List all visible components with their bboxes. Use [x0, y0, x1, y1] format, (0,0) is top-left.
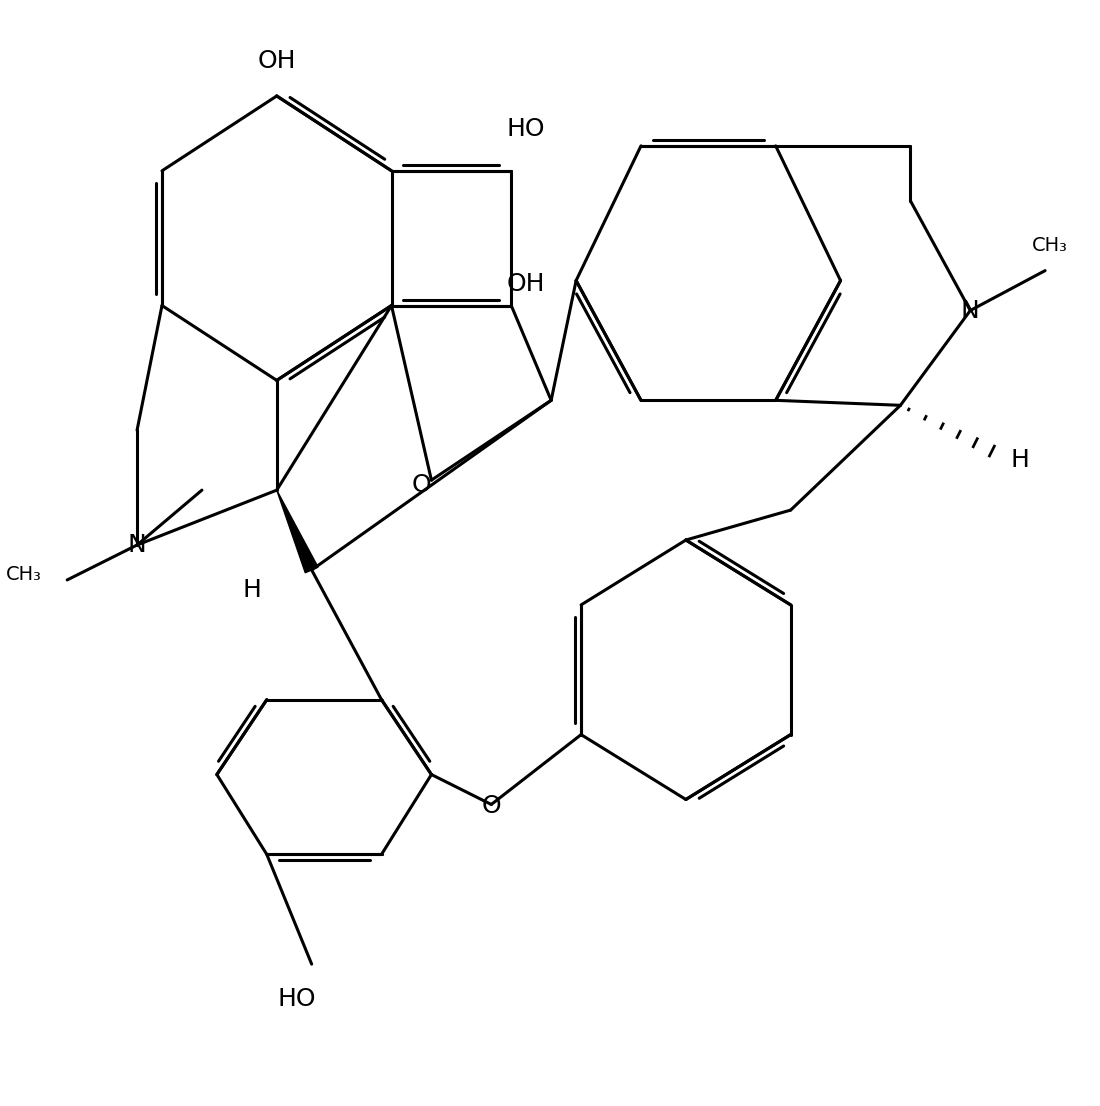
Text: O: O	[411, 473, 431, 497]
Text: HO: HO	[277, 987, 316, 1011]
Polygon shape	[277, 490, 318, 573]
Text: OH: OH	[507, 272, 546, 295]
Text: CH₃: CH₃	[1032, 237, 1068, 255]
Text: O: O	[482, 794, 502, 818]
Text: HO: HO	[507, 117, 546, 140]
Text: N: N	[961, 299, 980, 323]
Text: CH₃: CH₃	[7, 565, 42, 584]
Text: N: N	[128, 533, 146, 557]
Text: H: H	[1011, 448, 1030, 472]
Text: OH: OH	[257, 49, 296, 73]
Text: H: H	[242, 578, 261, 602]
